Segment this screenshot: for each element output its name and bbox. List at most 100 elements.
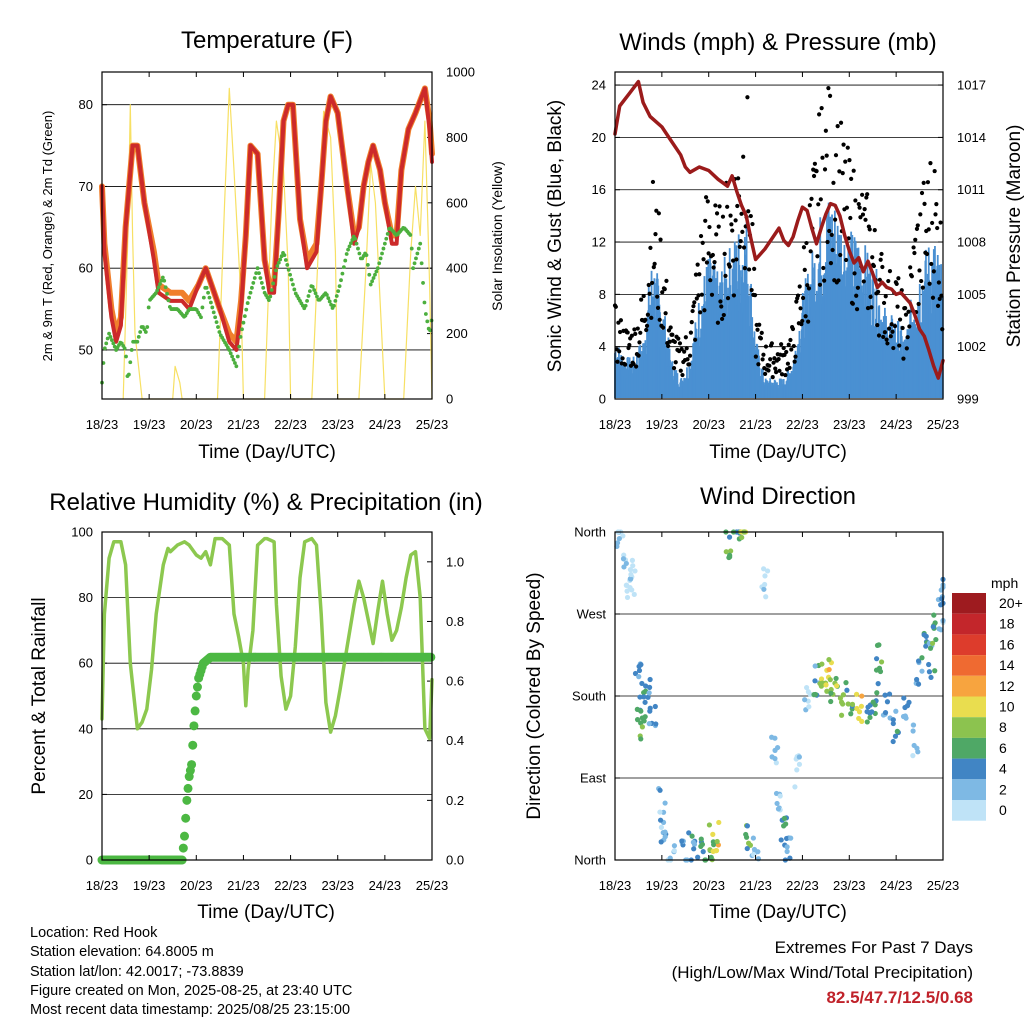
- pressure-line: [613, 79, 945, 380]
- gust-point: [844, 205, 850, 210]
- wind-direction-point: [818, 676, 825, 682]
- dewpoint-point: [340, 271, 345, 276]
- gust-point: [857, 205, 862, 210]
- gust-point: [763, 371, 768, 376]
- rh-left-tick-label: 80: [79, 590, 93, 605]
- gust-point: [664, 278, 669, 283]
- gust-point: [771, 360, 776, 365]
- gust-point: [701, 257, 706, 262]
- gust-point: [703, 218, 708, 223]
- legend-swatch: [952, 593, 986, 614]
- gust-point: [905, 335, 910, 340]
- legend-swatch: [952, 737, 986, 759]
- gust-point: [921, 180, 926, 186]
- gust-point: [745, 95, 750, 100]
- wind-direction-point: [876, 642, 882, 648]
- gust-point: [800, 295, 806, 301]
- gust-point: [936, 280, 941, 285]
- dewpoint-point: [305, 299, 309, 303]
- wind-direction-point: [761, 586, 767, 592]
- wind-direction-point: [708, 854, 714, 861]
- gust-point: [752, 266, 757, 271]
- gust-point: [658, 237, 663, 242]
- dewpoint-point: [310, 284, 315, 289]
- wind-direction-point: [858, 703, 865, 709]
- gust-point: [880, 264, 885, 270]
- gust-point: [919, 278, 924, 284]
- gust-point: [845, 145, 850, 150]
- dewpoint-point: [418, 241, 423, 246]
- gust-point: [827, 228, 832, 234]
- gust-point: [671, 366, 677, 371]
- legend-swatch: [952, 779, 986, 800]
- temp-right-tick-label: 200: [446, 326, 468, 341]
- dewpoint-point: [292, 287, 297, 292]
- legend-swatch: [952, 758, 986, 780]
- wind-direction-title: Wind Direction: [700, 483, 856, 510]
- wind-direction-point: [864, 709, 870, 715]
- gust-point: [903, 305, 908, 311]
- wind-direction-point: [772, 755, 778, 762]
- gust-point: [741, 245, 747, 250]
- wind-direction-point: [902, 704, 908, 711]
- wind-direction-point: [713, 848, 719, 854]
- wind-direction-point: [775, 806, 782, 812]
- wind-right-tick-label: 1005: [957, 287, 986, 302]
- dewpoint-point: [165, 291, 169, 296]
- gust-point: [882, 330, 887, 335]
- wind-direction-point: [892, 733, 899, 739]
- gust-point: [841, 142, 846, 147]
- dewpoint-point: [136, 334, 141, 339]
- dewpoint-point: [364, 253, 369, 258]
- wind-direction-point: [726, 534, 733, 540]
- gust-point: [759, 330, 764, 335]
- dewpoint-point: [214, 320, 219, 325]
- wind-direction-point: [645, 694, 651, 700]
- dir-x-tick-label: 23/23: [833, 878, 866, 893]
- gust-point: [676, 336, 681, 341]
- wind-direction-point: [870, 699, 876, 705]
- latest-timestamp-text: Most recent data timestamp: 2025/08/25 2…: [30, 1002, 351, 1019]
- gust-point: [862, 206, 867, 212]
- gust-point: [667, 339, 672, 344]
- gust-point: [656, 211, 661, 216]
- gust-point: [750, 221, 755, 227]
- wind-direction-point: [639, 715, 645, 721]
- gust-point: [728, 213, 733, 218]
- legend-label: 20+: [999, 595, 1023, 611]
- dewpoint-point: [344, 252, 349, 256]
- wind-direction-point: [882, 692, 888, 698]
- dewpoint-point: [207, 295, 212, 300]
- dewpoint-point: [336, 289, 341, 293]
- temp-2m-line: [100, 86, 434, 352]
- dewpoint-point: [163, 285, 168, 290]
- legend-label: 2: [999, 781, 1007, 797]
- gust-point: [827, 93, 833, 98]
- dewpoint-point: [237, 344, 242, 349]
- wind-right-tick-label: 1011: [957, 182, 985, 197]
- gust-point: [833, 153, 839, 158]
- gust-point: [693, 272, 699, 277]
- dewpoint-point: [230, 354, 235, 359]
- dewpoint-point: [357, 251, 362, 256]
- gust-point: [838, 120, 844, 125]
- wind-direction-point: [638, 708, 644, 714]
- rainfall-point: [188, 740, 198, 750]
- gust-point: [938, 220, 943, 225]
- wind-direction-point: [762, 581, 768, 588]
- gust-point: [818, 197, 823, 202]
- wind-direction-point: [643, 683, 649, 689]
- gust-point: [829, 232, 834, 237]
- gust-point: [821, 265, 826, 271]
- wind-direction-point: [642, 699, 648, 705]
- dir-x-tick-label: 21/23: [739, 878, 772, 893]
- wind-right-tick-label: 1008: [957, 235, 986, 250]
- gust-point: [617, 329, 623, 335]
- rainfall-point: [187, 760, 197, 770]
- gust-point: [935, 303, 941, 308]
- dir-x-tick-label: 24/23: [880, 878, 913, 893]
- dewpoint-point: [412, 261, 417, 266]
- wind-direction-point: [639, 680, 645, 687]
- gust-point: [704, 260, 710, 265]
- wind-direction-point: [929, 640, 936, 646]
